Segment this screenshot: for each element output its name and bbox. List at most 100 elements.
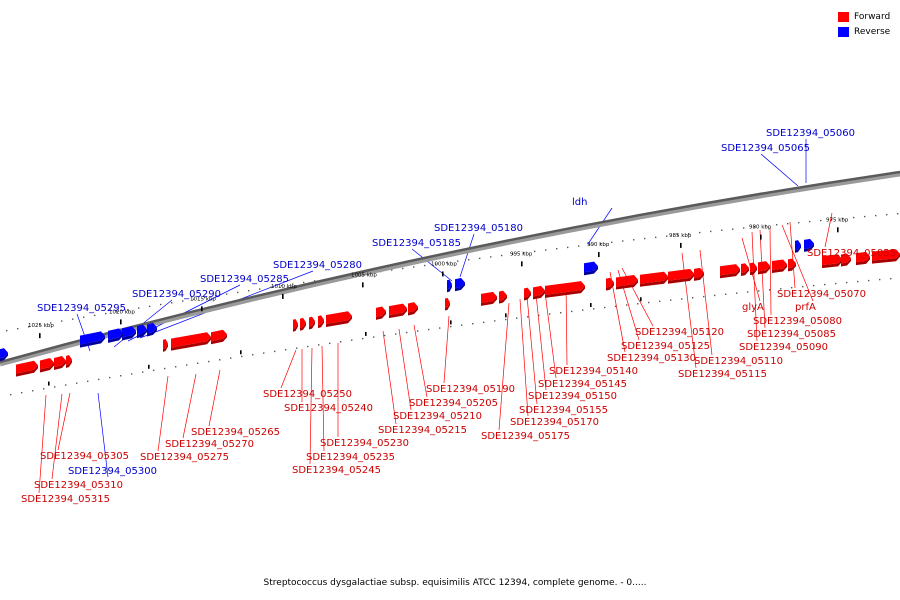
track-dot [435,263,437,265]
track-dot [512,253,514,255]
tick-mark [680,242,682,248]
forward-gene-label: SDE12394_05150 [528,391,617,402]
track-dot [545,249,547,251]
track-dot [72,318,74,320]
track-dot [765,225,767,227]
forward-gene-label: SDE12394_05230 [320,438,409,449]
track-dot [171,302,173,304]
track-dot [692,297,694,299]
forward-gene-label: SDE12394_05240 [284,403,373,414]
reverse-gene-shadow [137,328,147,339]
forward-leader-line [781,224,814,302]
forward-gene-label: SDE12394_05310 [34,480,123,491]
track-dot [446,261,448,264]
forward-gene-arrow [66,354,72,365]
track-dot [505,318,507,321]
reverse-gene-arrow [455,277,465,289]
forward-gene-label: SDE12394_05125 [621,341,710,352]
forward-gene-shadow [171,336,211,351]
track-dot [138,307,140,309]
track-dot [307,345,309,348]
forward-gene-shadow [481,296,497,306]
reverse-gene-label: SDE12394_05180 [434,223,523,234]
tick-mark [282,293,284,299]
reverse-gene-shadow [804,243,814,252]
forward-gene-arrow [533,285,545,297]
track-dot [153,369,155,372]
forward-gene-label: SDE12394_05155 [519,405,608,416]
forward-gene-shadow [376,311,386,320]
reverse-gene-label: SDE12394_05295 [37,303,126,314]
tick-mark [365,331,367,336]
track-dot [809,220,811,223]
tick-mark [48,381,50,386]
reverse-gene-shadow [122,330,136,341]
forward-gene-label: SDE12394_05205 [409,398,498,409]
forward-gene-label: SDE12394_05250 [263,389,352,400]
track-dot [226,293,228,295]
forward-leader-line [789,221,796,289]
track-dot [428,328,430,331]
forward-gene-label: SDE12394_05170 [510,417,599,428]
forward-leader-line [321,345,325,452]
forward-gene-label: SDE12394_05270 [165,439,254,450]
track-dot [109,376,111,379]
track-dot [285,349,287,351]
track-dot [853,216,855,219]
forward-gene-arrow [616,275,638,287]
track-dot [688,233,690,235]
forward-gene-arrow [720,264,740,276]
track-dot [94,314,96,317]
forward-gene-shadow [545,285,585,298]
track-dot [391,269,393,271]
reverse-gene-label: SDE12394_05290 [132,289,221,300]
tick-label: 995 kbp [510,251,533,257]
forward-gene-arrow [389,303,407,316]
forward-gene-shadow [533,290,545,300]
reverse-gene-label: SDE12394_05065 [721,143,810,154]
tick-mark [148,364,150,369]
track-dot [897,213,899,215]
reverse-gene-label: SDE12394_05185 [372,238,461,249]
track-dot [54,386,56,388]
track-dot [142,371,144,373]
tick-mark [505,313,507,318]
tick-label: 980 kbp [749,225,772,231]
track-dot [21,391,23,394]
track-dot [131,373,133,375]
track-dot [32,390,34,392]
forward-gene-shadow [445,302,450,311]
track-dot [699,231,701,234]
track-dot [274,350,276,353]
track-dot [259,288,261,290]
forward-gene-arrow [326,311,352,324]
gene-arrows [0,238,900,377]
track-dot [593,308,595,310]
forward-gene-arrow [668,268,694,281]
reverse-gene-shadow [0,352,8,362]
track-dot [875,214,877,217]
forward-gene-label: SDE12394_05210 [393,411,482,422]
forward-leader-line [182,373,197,439]
forward-leader-line [498,302,510,431]
track-dot [241,355,243,358]
reverse-gene-label: SDE12394_05300 [68,466,157,477]
forward-gene-shadow [750,266,757,276]
reverse-leader-line [97,392,109,478]
track-dot [615,305,617,307]
tick-mark [837,227,839,233]
track-dot [648,301,650,304]
forward-gene-arrow [211,329,227,342]
tick-label: 1020 kbp [109,309,135,315]
track-dot [208,360,210,363]
forward-gene-arrow [545,281,585,295]
forward-gene-label: SDE12394_05275 [140,452,229,463]
forward-leader-line [824,212,833,248]
track-dot [813,284,815,287]
forward-swatch [838,11,849,22]
track-dot [281,285,283,287]
track-dot [886,213,888,216]
track-dot [83,316,85,318]
track-dot [105,312,107,315]
reverse-gene-shadow [447,284,452,293]
